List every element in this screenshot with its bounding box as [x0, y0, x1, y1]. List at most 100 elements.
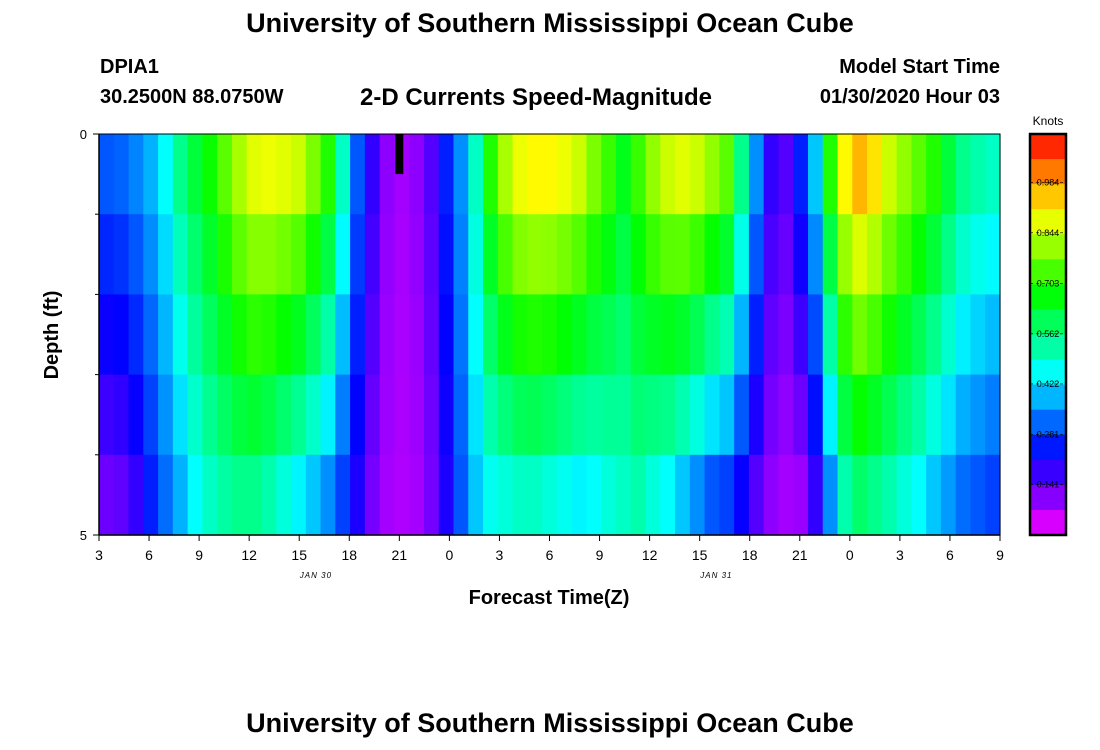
- heatmap-cell: [187, 374, 203, 456]
- heatmap-cell: [246, 294, 263, 376]
- heatmap-cell: [556, 374, 573, 456]
- heatmap-cell: [483, 454, 499, 536]
- heatmap-cell: [748, 214, 765, 295]
- heatmap-cell: [955, 374, 972, 456]
- heatmap-cell: [305, 214, 322, 295]
- heatmap-cell: [822, 294, 839, 376]
- heatmap-cell: [807, 214, 824, 295]
- x-tick-label: 6: [946, 547, 954, 563]
- heatmap-cell: [911, 214, 927, 295]
- colorbar-tick-label: 0.703: [1037, 278, 1060, 288]
- x-tick-label: 6: [546, 547, 554, 563]
- heatmap-cell: [143, 294, 159, 376]
- footer-title: University of Southern Mississippi Ocean…: [246, 708, 854, 738]
- heatmap-cell: [867, 454, 883, 536]
- heatmap-cell: [985, 214, 1001, 295]
- heatmap-cell: [586, 374, 602, 456]
- heatmap-cell: [202, 134, 218, 215]
- heatmap-cell: [837, 294, 853, 376]
- heatmap-cell: [807, 454, 824, 536]
- colorbar-swatch: [1030, 434, 1066, 461]
- heatmap-cell: [556, 454, 573, 536]
- heatmap-cell: [291, 454, 307, 536]
- heatmap-cell: [793, 134, 809, 215]
- heatmap-cell: [379, 214, 396, 295]
- heatmap-cell: [586, 134, 602, 215]
- colorbar-swatch: [1030, 259, 1066, 285]
- heatmap-cell: [291, 214, 307, 295]
- x-tick-label: 9: [596, 547, 604, 563]
- heatmap-cell: [364, 454, 381, 536]
- heatmap-cell: [158, 374, 174, 456]
- heatmap-cell: [246, 374, 263, 456]
- heatmap-cell: [704, 294, 720, 376]
- x-tick-label: 0: [445, 547, 453, 563]
- colorbar-swatch: [1030, 334, 1066, 361]
- heatmap-cell: [926, 214, 942, 295]
- heatmap-cell: [379, 374, 396, 456]
- heatmap-cell: [128, 454, 144, 536]
- heatmap-cell: [852, 374, 868, 456]
- heatmap-cell: [793, 454, 809, 536]
- heatmap-cell: [571, 134, 588, 215]
- heatmap-cell: [276, 294, 292, 376]
- heatmap-cell: [601, 454, 617, 536]
- colorbar-tick-label: 0.562: [1037, 329, 1060, 339]
- heatmap-cell: [423, 214, 440, 295]
- x-tick-label: 3: [896, 547, 904, 563]
- heatmap-cell: [778, 134, 794, 215]
- x-tick-label: 0: [846, 547, 854, 563]
- heatmap-cell: [276, 214, 292, 295]
- colorbar-swatch: [1030, 359, 1066, 386]
- heatmap-cell: [837, 454, 853, 536]
- heatmap-cell: [615, 454, 632, 536]
- heatmap-cell: [394, 214, 410, 295]
- heatmap-cell: [276, 454, 292, 536]
- heatmap-cell: [128, 134, 144, 215]
- heatmap-cell: [423, 134, 440, 215]
- heatmap-cell: [99, 134, 115, 215]
- heatmap-cell: [379, 454, 396, 536]
- heatmap-cell: [409, 374, 425, 456]
- colorbar: Knots 0.984 0.844 0.703 0.562 0.422 0.281 0.14…: [1028, 114, 1068, 537]
- heatmap-cell: [926, 134, 942, 215]
- colorbar-swatch: [1030, 459, 1066, 486]
- heatmap-cell: [409, 134, 425, 215]
- heatmap-cell: [320, 134, 336, 215]
- heatmap-cell: [113, 214, 130, 295]
- x-tick-label: 21: [392, 547, 408, 563]
- heatmap-cell: [394, 294, 410, 376]
- heatmap-cell: [926, 454, 942, 536]
- heatmap-cell: [453, 454, 469, 536]
- y-axis: 05: [80, 127, 100, 543]
- heatmap-cell: [438, 454, 455, 536]
- heatmap-cell: [453, 214, 469, 295]
- heatmap-cell: [350, 134, 366, 215]
- heatmap-cell: [719, 294, 735, 376]
- heatmap-cell: [113, 374, 130, 456]
- model-start-label: Model Start Time: [839, 56, 1000, 78]
- heatmap-cell: [630, 294, 647, 376]
- heatmap-cell: [556, 214, 573, 295]
- heatmap-cell: [778, 214, 794, 295]
- heatmap-cell: [291, 134, 307, 215]
- heatmap-cell: [217, 454, 233, 536]
- heatmap-cell: [896, 454, 912, 536]
- heatmap-cell: [483, 374, 499, 456]
- heatmap-cell: [867, 294, 883, 376]
- heatmap-cell: [704, 134, 720, 215]
- heatmap-cell: [852, 134, 868, 215]
- heatmap-cell: [350, 454, 366, 536]
- heatmap-cell: [231, 134, 248, 215]
- heatmap-cell: [867, 374, 883, 456]
- x-tick-label: 12: [642, 547, 658, 563]
- heatmap-cell: [660, 374, 676, 456]
- heatmap-cell: [837, 134, 853, 215]
- colorbar-swatch: [1030, 409, 1066, 436]
- heatmap-cell: [202, 374, 218, 456]
- heatmap-cell: [128, 374, 144, 456]
- heatmap-cell: [881, 294, 898, 376]
- heatmap-cell: [793, 294, 809, 376]
- heatmap-cell: [291, 294, 307, 376]
- heatmap-cell: [527, 134, 543, 215]
